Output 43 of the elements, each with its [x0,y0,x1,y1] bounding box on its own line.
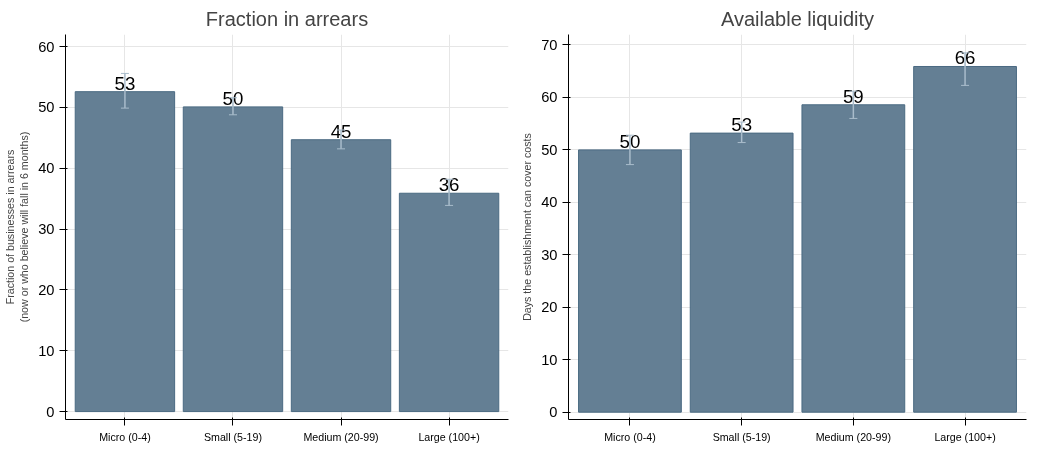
x-tick-label: Micro (0-4) [604,430,656,443]
y-axis-title: Days the establishment can cover costs [521,133,534,321]
y-tick-label: 40 [38,160,55,177]
x-tick-label: Medium (20-99) [303,430,379,443]
y-tick-label: 50 [38,99,55,116]
data-label: 50 [222,87,244,109]
bar [74,91,176,413]
bar [290,139,392,413]
bar [578,149,682,413]
x-tick-label: Micro (0-4) [99,430,151,443]
y-tick-label: 0 [549,404,558,421]
data-label: 53 [114,72,136,94]
data-label: 53 [731,114,753,136]
chart-title: Available liquidity [720,7,875,30]
y-tick-label: 60 [38,38,55,55]
bar [182,106,284,413]
data-label: 59 [842,85,864,107]
x-tick-label: Small (5-19) [203,430,263,443]
y-tick-label: 20 [541,299,558,316]
data-label: 66 [954,47,976,69]
x-tick-label: Small (5-19) [712,430,771,443]
bar [689,132,794,413]
y-tick-label: 30 [541,246,558,263]
x-tick-label: Medium (20-99) [815,430,891,443]
chart-title: Fraction in arrears [205,7,369,30]
bar [398,192,500,413]
data-label: 45 [330,120,352,142]
y-tick-label: 10 [38,342,55,359]
y-tick-label: 50 [541,141,558,158]
y-tick-label: 0 [46,403,55,420]
x-tick-label: Large (100+) [418,430,480,443]
y-tick-label: 10 [541,351,558,368]
x-tick-label: Large (100+) [934,430,996,443]
y-tick-label: 30 [38,221,55,238]
data-label: 36 [438,174,460,196]
data-label: 50 [619,130,641,152]
y-tick-label: 60 [541,89,558,106]
bar [913,66,1017,413]
y-tick-label: 40 [541,194,558,211]
y-tick-label: 20 [38,281,55,298]
y-axis-title: Fraction of businesses in arrears (now or who believe will fall in 6 months) [3,131,31,323]
y-tick-label: 70 [541,36,558,53]
bar [801,104,906,413]
